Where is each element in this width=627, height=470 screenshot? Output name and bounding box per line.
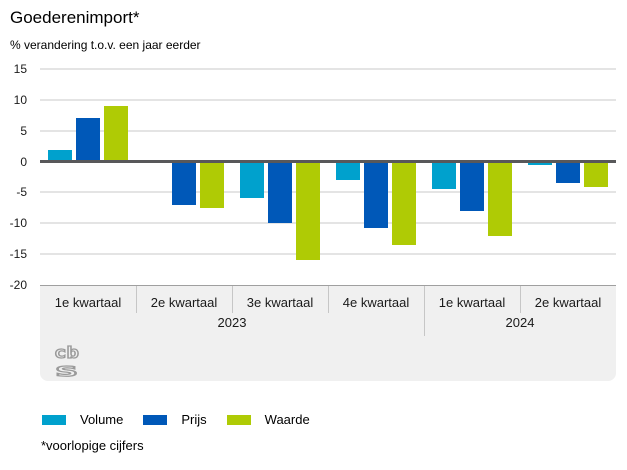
quarter-divider [231, 286, 233, 313]
bar-waarde-3 [392, 161, 416, 245]
y-tick-label: -20 [9, 278, 27, 293]
gridline-10 [40, 98, 616, 101]
quarter-divider [519, 286, 521, 313]
year-divider [423, 286, 425, 336]
x-category-label: 4e kwartaal [342, 295, 410, 310]
legend-item-volume: Volume [42, 413, 123, 427]
x-category-label: 2e kwartaal [534, 295, 602, 310]
bar-volume-4 [432, 161, 456, 189]
legend-swatch-waarde [226, 415, 251, 425]
bar-prijs-4 [460, 161, 484, 211]
chart-subtitle: % verandering t.o.v. een jaar eerder [10, 38, 201, 52]
y-axis: 15 10 5 0 -5 -10 -15 -20 [0, 62, 33, 292]
legend-swatch-volume [42, 415, 66, 425]
y-tick-label: -15 [9, 247, 27, 262]
x-axis-footer: cb s 1e kwartaal 2e kwartaal 3e kwartaal 4e… [40, 285, 616, 381]
legend-item-waarde: Waarde [226, 412, 310, 427]
legend-swatch-prijs [143, 415, 168, 425]
footnote: *voorlopige cijfers [41, 438, 144, 453]
gridline-15 [40, 68, 616, 70]
bar-waarde-5 [584, 161, 608, 187]
legend-label: Prijs [181, 412, 207, 427]
year-label-2023: 2023 [217, 315, 247, 330]
y-tick-label: 15 [13, 62, 27, 76]
gridline-5 [40, 129, 616, 132]
bar-waarde-4 [488, 161, 512, 236]
bar-prijs-0 [76, 118, 100, 162]
gridline--5 [40, 191, 616, 194]
gridline--10 [40, 222, 616, 225]
bar-volume-5 [528, 161, 552, 166]
x-category-label: 3e kwartaal [246, 295, 314, 310]
x-category-label: 1e kwartaal [54, 295, 122, 310]
bar-volume-0 [48, 149, 72, 162]
cbs-logo: cb s [53, 343, 79, 379]
plot-area [40, 62, 616, 285]
y-tick-label: 5 [20, 123, 27, 138]
bar-waarde-0 [104, 106, 128, 162]
bar-volume-3 [336, 161, 360, 181]
bar-waarde-1 [200, 161, 224, 208]
gridline--15 [40, 253, 616, 256]
bar-prijs-2 [268, 161, 292, 224]
y-tick-label: 10 [13, 92, 27, 107]
bar-volume-2 [240, 161, 264, 198]
bar-prijs-3 [364, 161, 388, 228]
bar-prijs-1 [172, 161, 196, 206]
svg-text:s: s [54, 360, 79, 379]
x-category-label: 1e kwartaal [438, 295, 506, 310]
zero-line [40, 160, 616, 164]
legend-label: Volume [80, 412, 124, 427]
svg-text:cb: cb [54, 343, 79, 362]
y-tick-label: -5 [16, 185, 27, 200]
quarter-divider [327, 286, 329, 313]
x-category-label: 2e kwartaal [150, 295, 218, 310]
legend-label: Waarde [264, 412, 310, 427]
y-tick-label: -10 [9, 216, 27, 231]
y-tick-label: 0 [20, 154, 27, 169]
quarter-divider [135, 286, 137, 313]
year-label-2024: 2024 [505, 315, 535, 330]
bar-prijs-5 [556, 161, 580, 184]
page-title: Goederenimport* [10, 8, 140, 27]
legend: Volume Prijs Waarde [42, 413, 330, 427]
legend-item-prijs: Prijs [143, 412, 207, 427]
bar-waarde-2 [296, 161, 320, 260]
